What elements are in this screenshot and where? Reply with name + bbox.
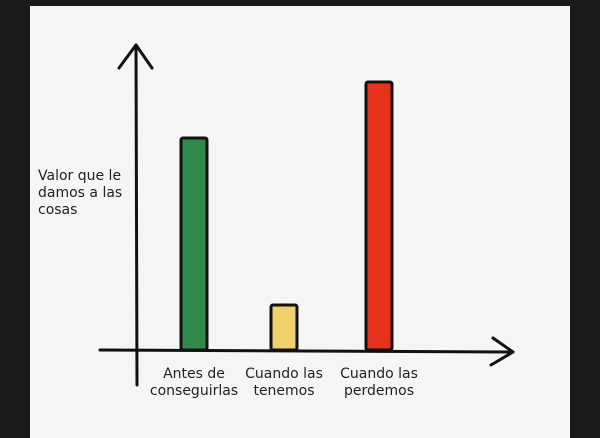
x-tick-label: Cuando las perdemos (340, 366, 418, 399)
x-tick-label: Cuando las tenemos (245, 366, 323, 399)
bar (179, 136, 209, 352)
bar (269, 303, 299, 352)
x-axis (98, 348, 515, 354)
y-axis-label: Valor que le damos a las cosas (38, 168, 123, 218)
x-axis-arrow (489, 336, 515, 367)
y-axis-arrow (117, 43, 154, 70)
bar (364, 80, 394, 352)
y-axis (134, 43, 139, 387)
paper (30, 6, 570, 438)
x-tick-label: Antes de conseguirlas (149, 366, 239, 399)
axes (98, 43, 515, 387)
